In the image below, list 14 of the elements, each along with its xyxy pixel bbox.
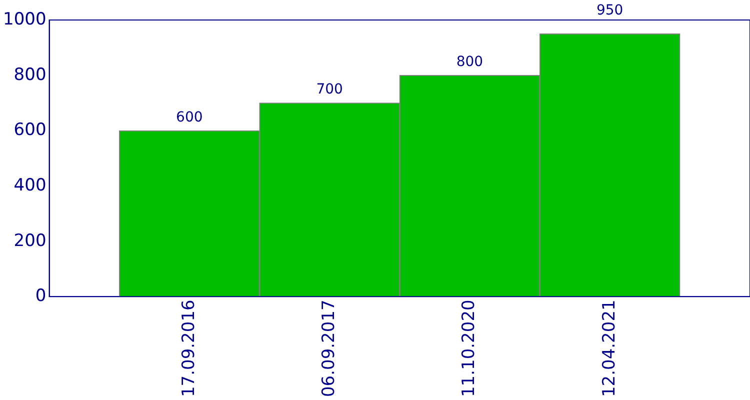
x-tick-label: 11.10.2020 <box>459 300 480 398</box>
y-tick-label: 200 <box>14 230 46 251</box>
y-tick-label: 600 <box>14 120 46 140</box>
data-label: 700 <box>316 82 343 98</box>
x-tick-label: 06.09.2017 <box>318 300 339 398</box>
y-tick-label: 800 <box>14 64 46 85</box>
data-label: 950 <box>596 2 624 19</box>
y-tick-label: 1000 <box>3 9 46 30</box>
data-label: 800 <box>456 54 484 70</box>
y-tick-label: 0 <box>35 286 46 306</box>
x-tick-label: 17.09.2016 <box>178 300 199 398</box>
x-tick-label: 12.04.2021 <box>599 300 620 398</box>
data-label: 600 <box>176 109 203 126</box>
y-tick-label: 400 <box>14 175 46 196</box>
